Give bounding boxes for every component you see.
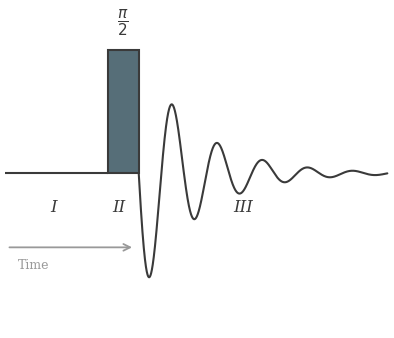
Text: $\dfrac{\pi}{2}$: $\dfrac{\pi}{2}$ (117, 8, 129, 38)
Text: III: III (234, 199, 254, 216)
Text: Time: Time (18, 259, 50, 272)
Text: I: I (50, 199, 57, 216)
Bar (108, 50, 139, 173)
Text: II: II (113, 199, 126, 216)
